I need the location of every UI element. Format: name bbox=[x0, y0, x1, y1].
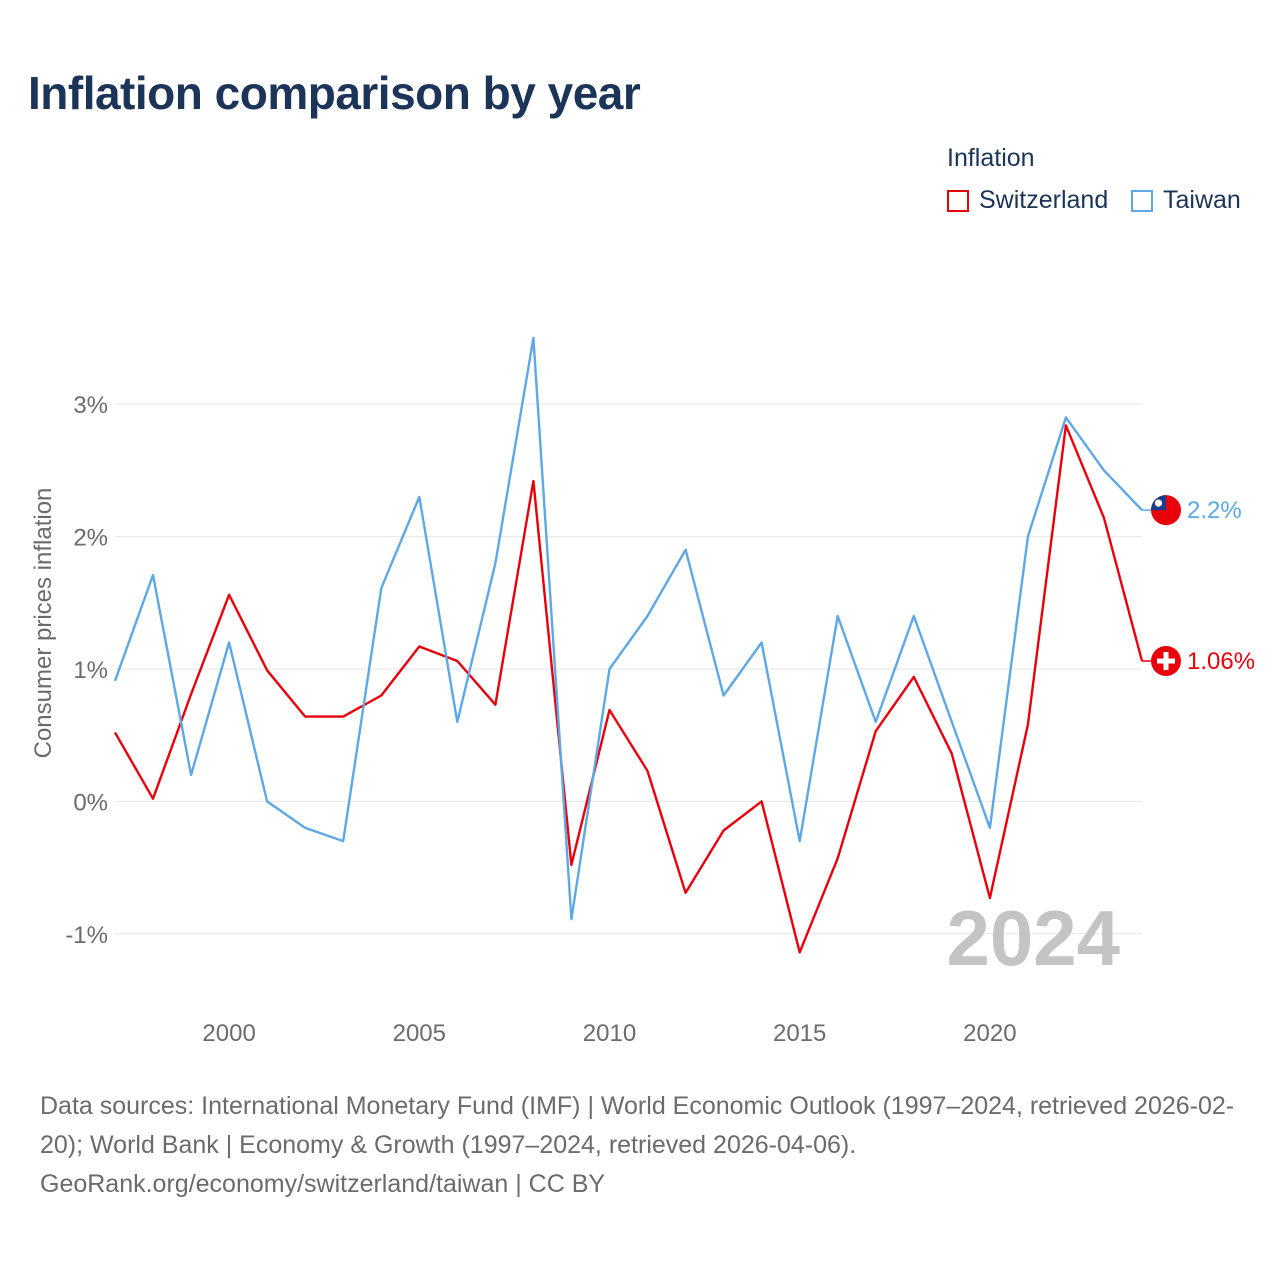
data-point-switzerland bbox=[150, 796, 156, 802]
data-point-taiwan bbox=[264, 798, 270, 804]
data-point-switzerland bbox=[1025, 722, 1031, 728]
data-point-taiwan bbox=[378, 585, 384, 591]
sources-text: Data sources: International Monetary Fun… bbox=[40, 1092, 1235, 1159]
data-point-taiwan bbox=[340, 838, 346, 844]
data-point-switzerland bbox=[683, 890, 689, 896]
data-point-taiwan bbox=[454, 719, 460, 725]
switzerland-flag-icon bbox=[1151, 646, 1181, 677]
y-tick-label: -1% bbox=[65, 922, 108, 949]
data-point-taiwan bbox=[1101, 467, 1107, 473]
legend-label-taiwan: Taiwan bbox=[1163, 186, 1241, 214]
data-point-taiwan bbox=[492, 560, 498, 566]
data-point-switzerland bbox=[378, 692, 384, 698]
data-point-switzerland bbox=[530, 478, 536, 484]
y-axis-ticks: -1% 0% 1% 2% 3% bbox=[65, 392, 108, 949]
data-point-switzerland bbox=[987, 895, 993, 901]
y-tick-label: 1% bbox=[73, 657, 108, 684]
data-point-taiwan bbox=[530, 335, 536, 341]
y-tick-label: 0% bbox=[73, 789, 108, 816]
data-point-taiwan bbox=[416, 494, 422, 500]
data-point-switzerland bbox=[112, 730, 118, 736]
data-point-taiwan bbox=[683, 547, 689, 553]
data-point-taiwan bbox=[226, 640, 232, 646]
data-point-switzerland bbox=[759, 798, 765, 804]
x-tick-label: 2010 bbox=[583, 1020, 636, 1047]
x-tick-label: 2015 bbox=[773, 1020, 826, 1047]
data-point-taiwan bbox=[150, 572, 156, 578]
data-point-taiwan bbox=[645, 613, 651, 619]
data-point-taiwan bbox=[987, 825, 993, 831]
legend-item-switzerland[interactable]: Switzerland bbox=[947, 186, 1108, 215]
data-point-taiwan bbox=[835, 613, 841, 619]
series-line-taiwan bbox=[113, 336, 1143, 921]
data-point-switzerland bbox=[340, 714, 346, 720]
chart-title: Inflation comparison by year bbox=[28, 67, 641, 119]
end-value-label-switzerland: 1.06% bbox=[1187, 648, 1255, 675]
data-point-switzerland bbox=[606, 707, 612, 713]
data-point-switzerland bbox=[911, 674, 917, 680]
end-value-label-taiwan: 2.2% bbox=[1187, 497, 1242, 524]
data-point-switzerland bbox=[302, 714, 308, 720]
data-point-switzerland bbox=[873, 728, 879, 734]
data-point-taiwan bbox=[911, 613, 917, 619]
data-point-switzerland bbox=[645, 768, 651, 774]
x-tick-label: 2005 bbox=[393, 1020, 446, 1047]
y-tick-label: 3% bbox=[73, 392, 108, 419]
data-point-taiwan bbox=[797, 838, 803, 844]
data-point-taiwan bbox=[188, 772, 194, 778]
data-point-taiwan bbox=[721, 692, 727, 698]
taiwan-flag-icon bbox=[1151, 495, 1181, 526]
data-point-taiwan bbox=[1063, 414, 1069, 420]
data-point-taiwan bbox=[568, 916, 574, 922]
series-lines bbox=[112, 335, 1144, 955]
data-point-switzerland bbox=[568, 862, 574, 868]
data-point-switzerland bbox=[721, 828, 727, 834]
data-point-switzerland bbox=[188, 691, 194, 697]
x-axis-ticks: 2000 2005 2010 2015 2020 bbox=[202, 1020, 1016, 1047]
year-watermark: 2024 bbox=[946, 894, 1120, 982]
series-line-switzerland bbox=[113, 424, 1144, 954]
data-point-switzerland bbox=[264, 667, 270, 673]
data-point-taiwan bbox=[606, 666, 612, 672]
data-point-switzerland bbox=[454, 658, 460, 664]
x-tick-label: 2000 bbox=[202, 1020, 255, 1047]
data-point-taiwan bbox=[1025, 534, 1031, 540]
data-point-switzerland bbox=[226, 592, 232, 598]
data-point-taiwan bbox=[949, 719, 955, 725]
x-tick-label: 2020 bbox=[963, 1020, 1016, 1047]
data-point-taiwan bbox=[302, 825, 308, 831]
y-tick-label: 2% bbox=[73, 525, 108, 552]
data-sources: Data sources: International Monetary Fun… bbox=[40, 1087, 1255, 1204]
data-point-taiwan bbox=[112, 678, 118, 684]
legend-item-taiwan[interactable]: Taiwan bbox=[1131, 186, 1241, 215]
end-markers: 1.06% 2.2% bbox=[1142, 495, 1255, 677]
data-point-switzerland bbox=[835, 855, 841, 861]
legend-swatch-taiwan bbox=[1131, 189, 1153, 212]
sources-link[interactable]: GeoRank.org/economy/switzerland/taiwan |… bbox=[40, 1170, 606, 1198]
legend-label-switzerland: Switzerland bbox=[979, 186, 1109, 214]
legend-swatch-switzerland bbox=[947, 189, 969, 212]
data-point-taiwan bbox=[759, 640, 765, 646]
data-point-taiwan bbox=[873, 719, 879, 725]
grid-lines bbox=[115, 403, 1142, 935]
legend-title: Inflation bbox=[947, 144, 1035, 172]
data-point-switzerland bbox=[416, 643, 422, 649]
data-point-switzerland bbox=[492, 702, 498, 708]
line-chart: -1% 0% 1% 2% 3% 2000 2005 2010 2015 2020 Consume… bbox=[30, 335, 1255, 1047]
data-point-switzerland bbox=[949, 751, 955, 757]
data-point-switzerland bbox=[797, 949, 803, 955]
y-axis-label: Consumer prices inflation bbox=[30, 488, 57, 759]
data-point-switzerland bbox=[1101, 515, 1107, 521]
